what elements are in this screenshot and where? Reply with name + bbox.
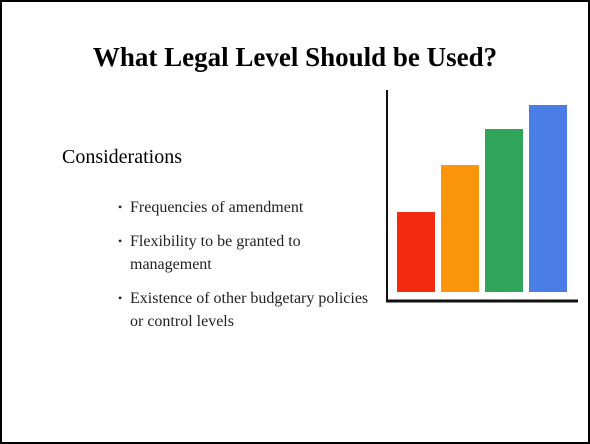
icon-bar — [441, 165, 479, 292]
bullet-item: Existence of other budgetary policies or… — [118, 287, 380, 333]
bar-chart-icon — [386, 90, 578, 303]
heading: Considerations — [62, 146, 182, 168]
icon-bar — [397, 212, 435, 292]
bullet-list: Frequencies of amendment Flexibility to … — [118, 196, 380, 344]
bullet-item: Flexibility to be granted to management — [118, 230, 380, 276]
slide-title: What Legal Level Should be Used? — [92, 42, 498, 72]
icon-bar — [529, 105, 567, 292]
bullet-item: Frequencies of amendment — [118, 196, 380, 219]
icon-bar — [485, 129, 523, 292]
